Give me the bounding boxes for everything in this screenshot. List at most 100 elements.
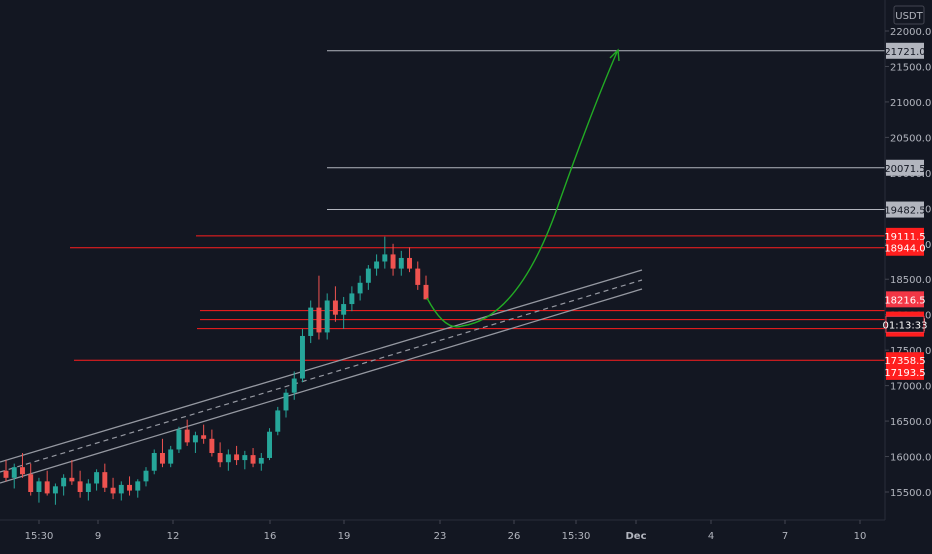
candle-body[interactable] [267,431,272,458]
candle-body[interactable] [135,481,141,491]
candle-body[interactable] [28,474,34,492]
candle-body[interactable] [20,467,25,475]
level-tag-2-text: 19482.5 [884,206,925,217]
candle-body[interactable] [275,410,281,432]
candle-body[interactable] [225,454,231,463]
candle-body[interactable] [365,268,371,283]
candle-body[interactable] [398,257,404,269]
x-tick-label: Dec [625,531,646,542]
level-tag-0: 21721.0 [884,42,926,59]
candles-layer [3,236,429,505]
candle-body[interactable] [234,454,240,461]
candle-body[interactable] [36,481,42,492]
level-tag-9-text: 17193.5 [884,368,925,379]
candle-body[interactable] [341,304,347,315]
candle-body[interactable] [374,261,380,269]
axis-layer: USDT 15500.0 16000.0 16500.0 17000.0 17500.0… [0,0,931,542]
candle-body[interactable] [11,467,17,478]
candle-body[interactable] [291,378,297,393]
candle-body[interactable] [77,481,83,492]
x-tick-label: 9 [95,531,101,542]
candle-body[interactable] [390,254,396,269]
candle-body[interactable] [143,470,149,482]
countdown-tag-bg [885,315,925,333]
channel-upper-line[interactable] [0,269,643,463]
level-tag-2-bg [886,201,924,218]
levels-layer [70,50,885,361]
candle-body[interactable] [192,435,198,443]
candle-body[interactable] [102,472,108,488]
countdown-tag-text: 01:13:33 [883,320,928,331]
y-tick-label: 17000.0 [890,382,931,393]
candle-body[interactable] [423,284,429,300]
candle-body[interactable] [357,282,363,294]
candle-body[interactable] [3,470,9,478]
currency-label: USDT [895,11,923,22]
candle-body[interactable] [127,484,132,491]
level-tag-4: 18944.0 [884,239,926,256]
candle-body[interactable] [415,268,421,285]
time-axis[interactable]: 15:30 9 12 16 19 23 26 15:30 Dec 4 7 10 [25,520,867,542]
candle-body[interactable] [110,487,116,494]
y-tick-label: 16500.0 [890,417,931,428]
candle-body[interactable] [118,484,124,494]
level-tag-3-text: 19111.5 [884,232,925,243]
candle-body[interactable] [332,300,338,315]
candle-body[interactable] [283,392,289,411]
y-tick-label: 17500.0 [890,346,931,357]
level-tag-8-text: 17358.5 [884,356,925,367]
candle-body[interactable] [242,455,248,461]
x-tick-label: 10 [854,531,867,542]
candle-body[interactable] [258,457,264,464]
candle-body[interactable] [94,472,100,484]
projection-curve[interactable] [426,51,618,328]
y-tick-label: 22000.0 [890,27,931,38]
channel-middle-line[interactable] [0,279,643,473]
candle-body[interactable] [61,477,67,487]
candle-body[interactable] [316,307,322,333]
projection-arrow-head [609,48,620,62]
currency-badge[interactable] [893,5,925,25]
x-tick-label: 15:30 [562,531,591,542]
channel-lower-line[interactable] [0,288,643,484]
candle-body[interactable] [44,481,50,494]
y-tick-label: 15500.0 [890,488,931,499]
candle-body[interactable] [209,438,215,453]
candle-body[interactable] [69,477,75,482]
x-tick-label: 12 [167,531,180,542]
y-tick-label: 21000.0 [890,98,931,109]
candle-body[interactable] [217,452,223,463]
level-tag-1-bg [886,159,924,176]
y-tick-label: 21500.0 [890,62,931,73]
candle-body[interactable] [407,257,412,269]
level-tag-1-text: 20071.5 [884,164,925,175]
candle-body[interactable] [300,335,305,379]
x-tick-label: 16 [264,531,277,542]
x-tick-label: 23 [434,531,447,542]
countdown-tag: 01:13:33 [883,315,928,333]
candle-body[interactable] [52,486,58,494]
candle-body[interactable] [85,483,91,492]
candle-body[interactable] [160,452,165,464]
candle-body[interactable] [201,435,207,439]
candle-body[interactable] [168,449,174,464]
x-tick-label: 19 [338,531,351,542]
candle-body[interactable] [324,300,330,333]
current-price-tag-text: 18216.5 [884,295,925,306]
candle-body[interactable] [382,254,388,262]
x-tick-label: 7 [782,531,788,542]
candle-body[interactable] [151,452,157,471]
level-tag-4-bg [886,239,924,256]
candle-body[interactable] [176,429,182,450]
level-tag-0-text: 21721.0 [884,47,925,58]
channel-layer [0,269,643,484]
current-price-tag: 18216.5 [884,291,926,308]
level-tag-1: 20071.5 [884,159,926,176]
candle-body[interactable] [184,429,190,443]
candle-body[interactable] [308,307,314,336]
candle-body[interactable] [250,455,256,464]
candle-body[interactable] [349,293,355,305]
